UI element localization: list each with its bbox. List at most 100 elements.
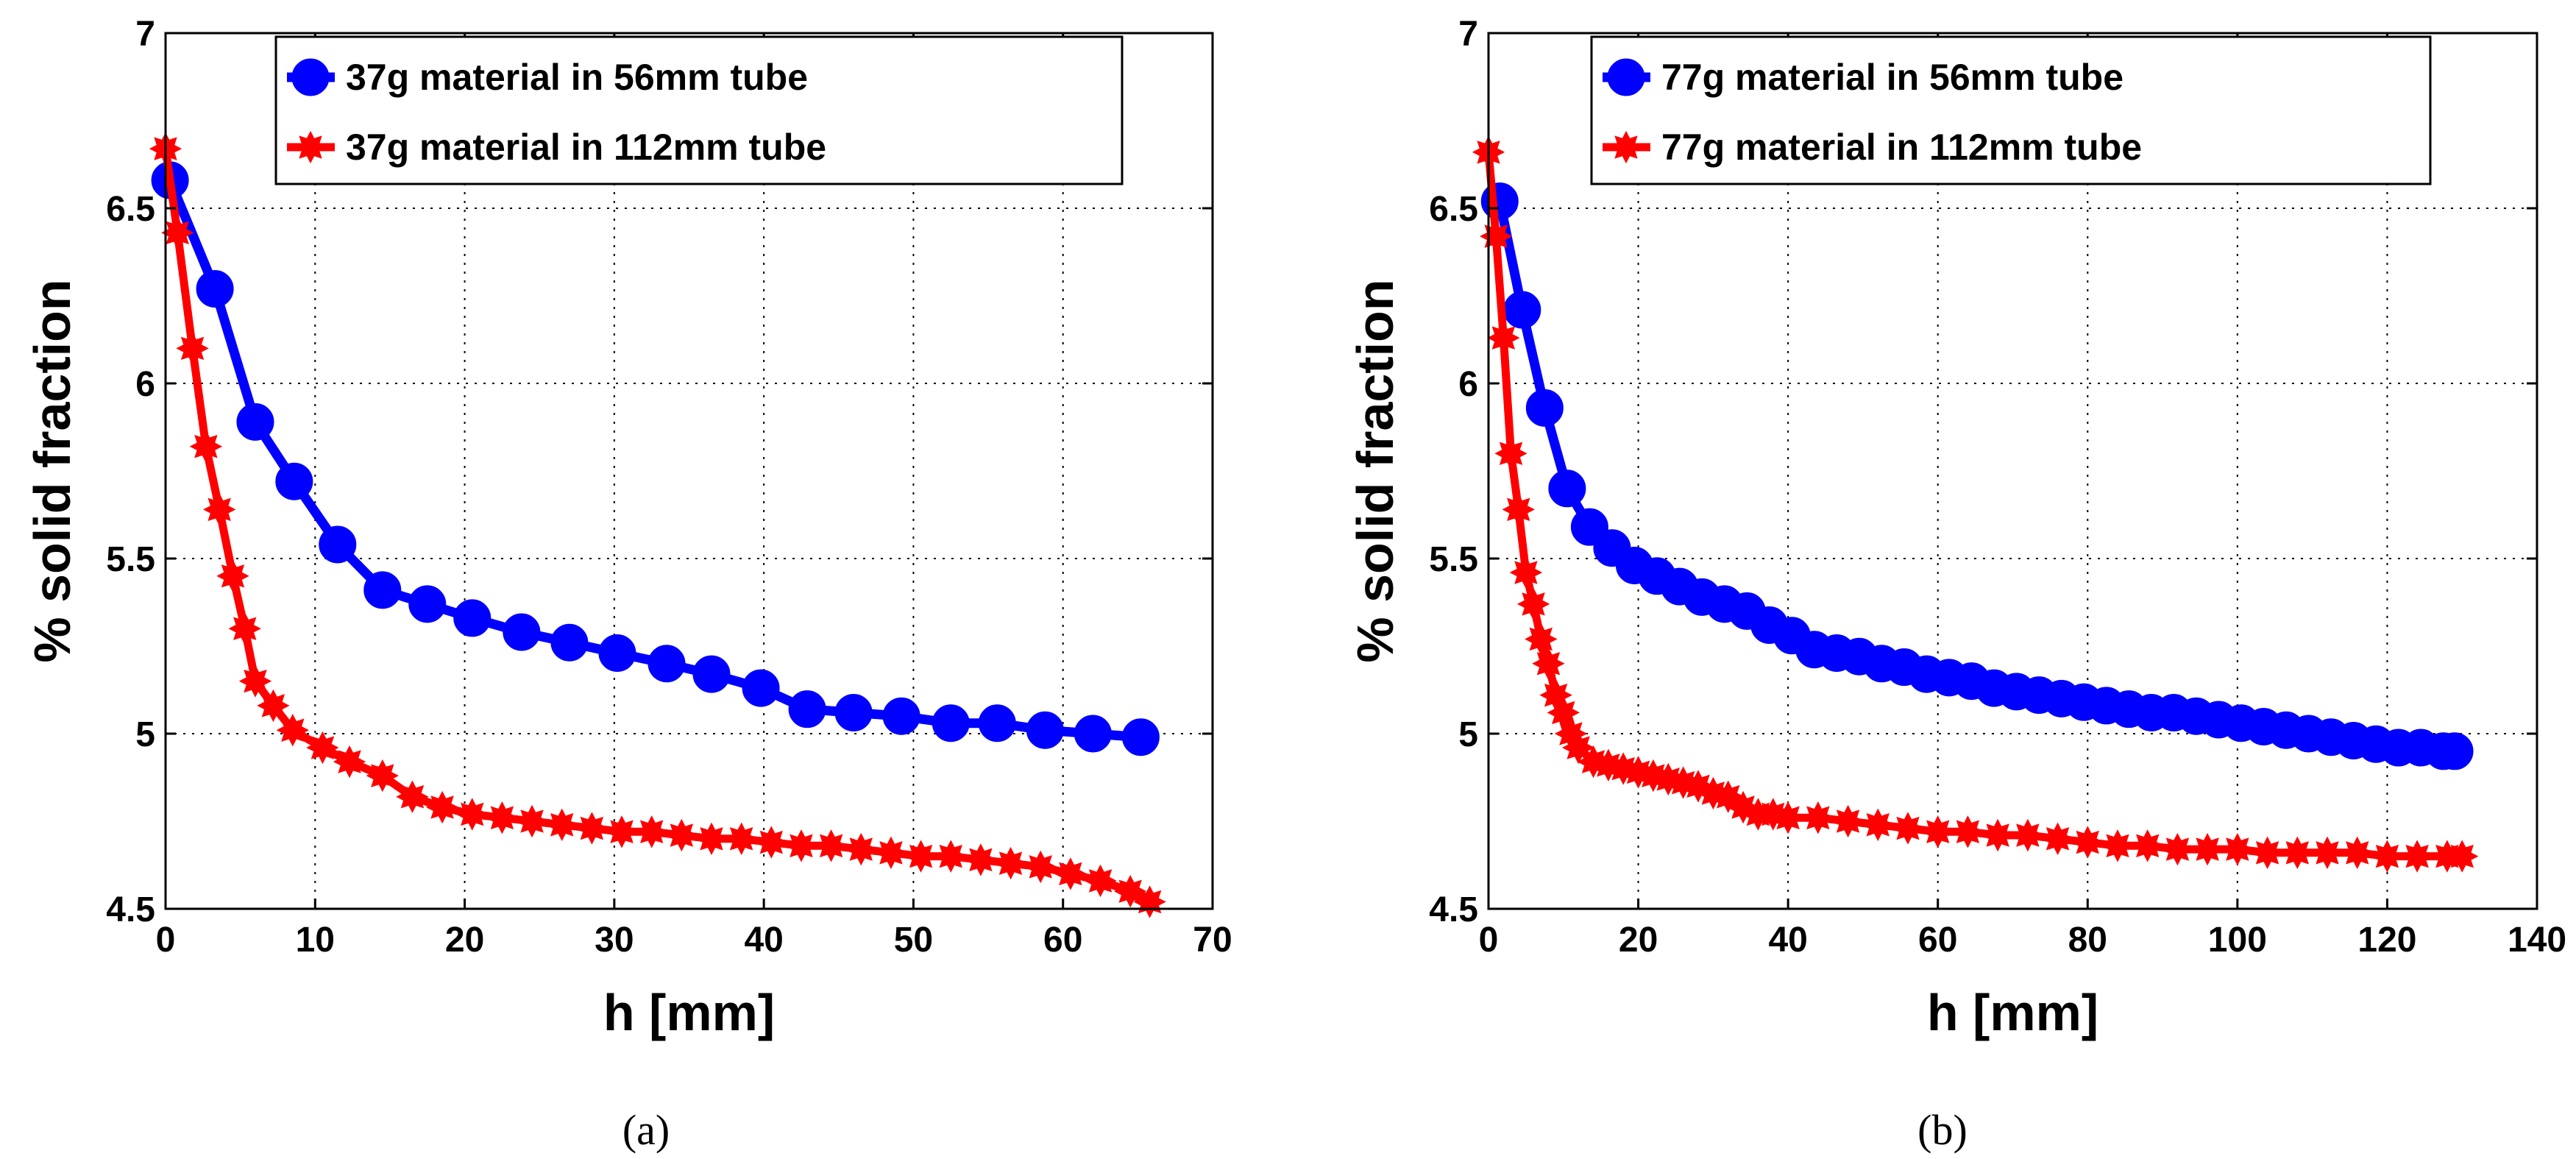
data-point xyxy=(845,832,878,866)
data-point xyxy=(238,664,272,698)
data-point xyxy=(276,714,309,747)
data-point xyxy=(1084,864,1117,898)
data-point xyxy=(1516,587,1550,621)
data-point xyxy=(1487,321,1520,355)
data-point xyxy=(545,808,578,841)
series-markers-b-2 xyxy=(1472,135,2479,873)
series-layer-a xyxy=(149,132,1166,918)
series-markers-a-2 xyxy=(149,132,1166,918)
data-point xyxy=(319,525,357,564)
data-point xyxy=(1862,808,1895,841)
data-point xyxy=(904,840,937,873)
data-point xyxy=(1494,437,1527,470)
legend-item-a-2: 37g material in 112mm tube xyxy=(287,127,826,168)
data-point xyxy=(978,704,1016,742)
x-tick-label: 20 xyxy=(1619,921,1658,960)
data-point xyxy=(189,430,223,463)
data-point xyxy=(994,846,1027,880)
data-point xyxy=(275,462,313,500)
plot-frame-a xyxy=(164,32,1214,910)
legend-marker-shape xyxy=(291,58,330,96)
data-point xyxy=(788,690,826,729)
x-axis-label-a: h [mm] xyxy=(603,984,775,1041)
data-point xyxy=(236,403,274,441)
data-point xyxy=(725,822,758,855)
data-point xyxy=(1054,857,1087,890)
data-point xyxy=(665,818,698,852)
legend-marker-shape xyxy=(1609,130,1643,164)
data-point xyxy=(1480,219,1513,253)
data-point xyxy=(1525,389,1564,427)
x-tick-label: 50 xyxy=(894,921,933,960)
data-point xyxy=(515,804,549,838)
y-tick-label: 4.5 xyxy=(1429,890,1478,929)
legend-b: 77g material in 56mm tube 77g material i… xyxy=(1590,35,2432,185)
legend-marker-a-2 xyxy=(294,130,327,164)
data-point xyxy=(2341,836,2374,869)
series-line-a-1 xyxy=(166,178,1141,742)
data-point xyxy=(2435,732,2474,770)
data-point xyxy=(1503,291,1541,329)
data-point xyxy=(1480,182,1519,220)
caption-a: (a) xyxy=(622,1106,670,1154)
data-point xyxy=(2131,829,2164,862)
legend-marker-b-1 xyxy=(1607,58,1645,96)
panel-b: 0 20 40 60 80 100 120 140 4.5 5 5.5 6 6.5 7 h [mm] % … xyxy=(1346,15,2566,1154)
y-tick-label: 6.5 xyxy=(1429,190,1478,229)
data-point xyxy=(815,829,848,862)
legend-marker-shape xyxy=(1607,58,1645,96)
x-tick-label: 30 xyxy=(595,921,634,960)
data-point xyxy=(692,655,731,693)
legend-label-b-2: 77g material in 112mm tube xyxy=(1661,127,2142,168)
data-point xyxy=(2310,836,2344,869)
x-tick-label: 80 xyxy=(2068,921,2107,960)
data-point xyxy=(1981,818,2015,852)
data-point xyxy=(366,759,399,793)
data-point xyxy=(1133,885,1166,918)
data-point xyxy=(486,801,519,834)
y-tick-label: 5 xyxy=(1458,715,1478,754)
series-line-a-2 xyxy=(161,148,1152,906)
data-point xyxy=(932,704,970,742)
data-point xyxy=(161,216,194,249)
data-point xyxy=(635,815,668,848)
data-point xyxy=(964,843,998,876)
panel-a: 0 10 20 30 40 50 60 70 4.5 5 5.5 6 6.5 7 h [mm] % sol… xyxy=(24,15,1232,1154)
data-point xyxy=(408,585,447,623)
data-point xyxy=(363,571,402,609)
data-point xyxy=(228,612,261,645)
data-point xyxy=(550,623,589,662)
x-tick-label: 40 xyxy=(1768,921,1807,960)
data-point xyxy=(2041,822,2074,855)
y-tick-label: 4.5 xyxy=(106,890,155,929)
x-tick-label: 0 xyxy=(156,921,176,960)
plot-frame-b xyxy=(1487,32,2538,910)
x-tick-label: 100 xyxy=(2208,921,2267,960)
data-point xyxy=(2221,832,2254,866)
x-tick-label: 10 xyxy=(296,921,335,960)
x-tick-label: 70 xyxy=(1193,921,1232,960)
data-point xyxy=(1951,815,1984,848)
data-point xyxy=(1121,718,1160,756)
data-point xyxy=(503,613,541,651)
y-tick-label: 5 xyxy=(135,715,155,754)
x-tick-label: 60 xyxy=(1043,921,1082,960)
y-tick-label: 6 xyxy=(1458,365,1478,404)
ticks-a: 0 10 20 30 40 50 60 70 4.5 5 5.5 6 6.5 7 xyxy=(106,15,1232,960)
data-point xyxy=(257,689,290,723)
data-point xyxy=(2251,836,2284,869)
caption-b: (b) xyxy=(1917,1106,1968,1154)
data-point xyxy=(455,798,489,831)
y-tick-label: 7 xyxy=(135,15,155,54)
data-point xyxy=(784,829,818,862)
legend-box-b xyxy=(1590,35,2432,185)
data-point xyxy=(1074,715,1112,753)
legend-box-a xyxy=(274,35,1124,185)
x-tick-label: 120 xyxy=(2357,921,2416,960)
data-point xyxy=(882,697,920,735)
y-tick-label: 6.5 xyxy=(106,190,155,229)
data-point xyxy=(2400,840,2434,873)
data-point xyxy=(695,822,728,855)
x-tick-label: 40 xyxy=(744,921,783,960)
